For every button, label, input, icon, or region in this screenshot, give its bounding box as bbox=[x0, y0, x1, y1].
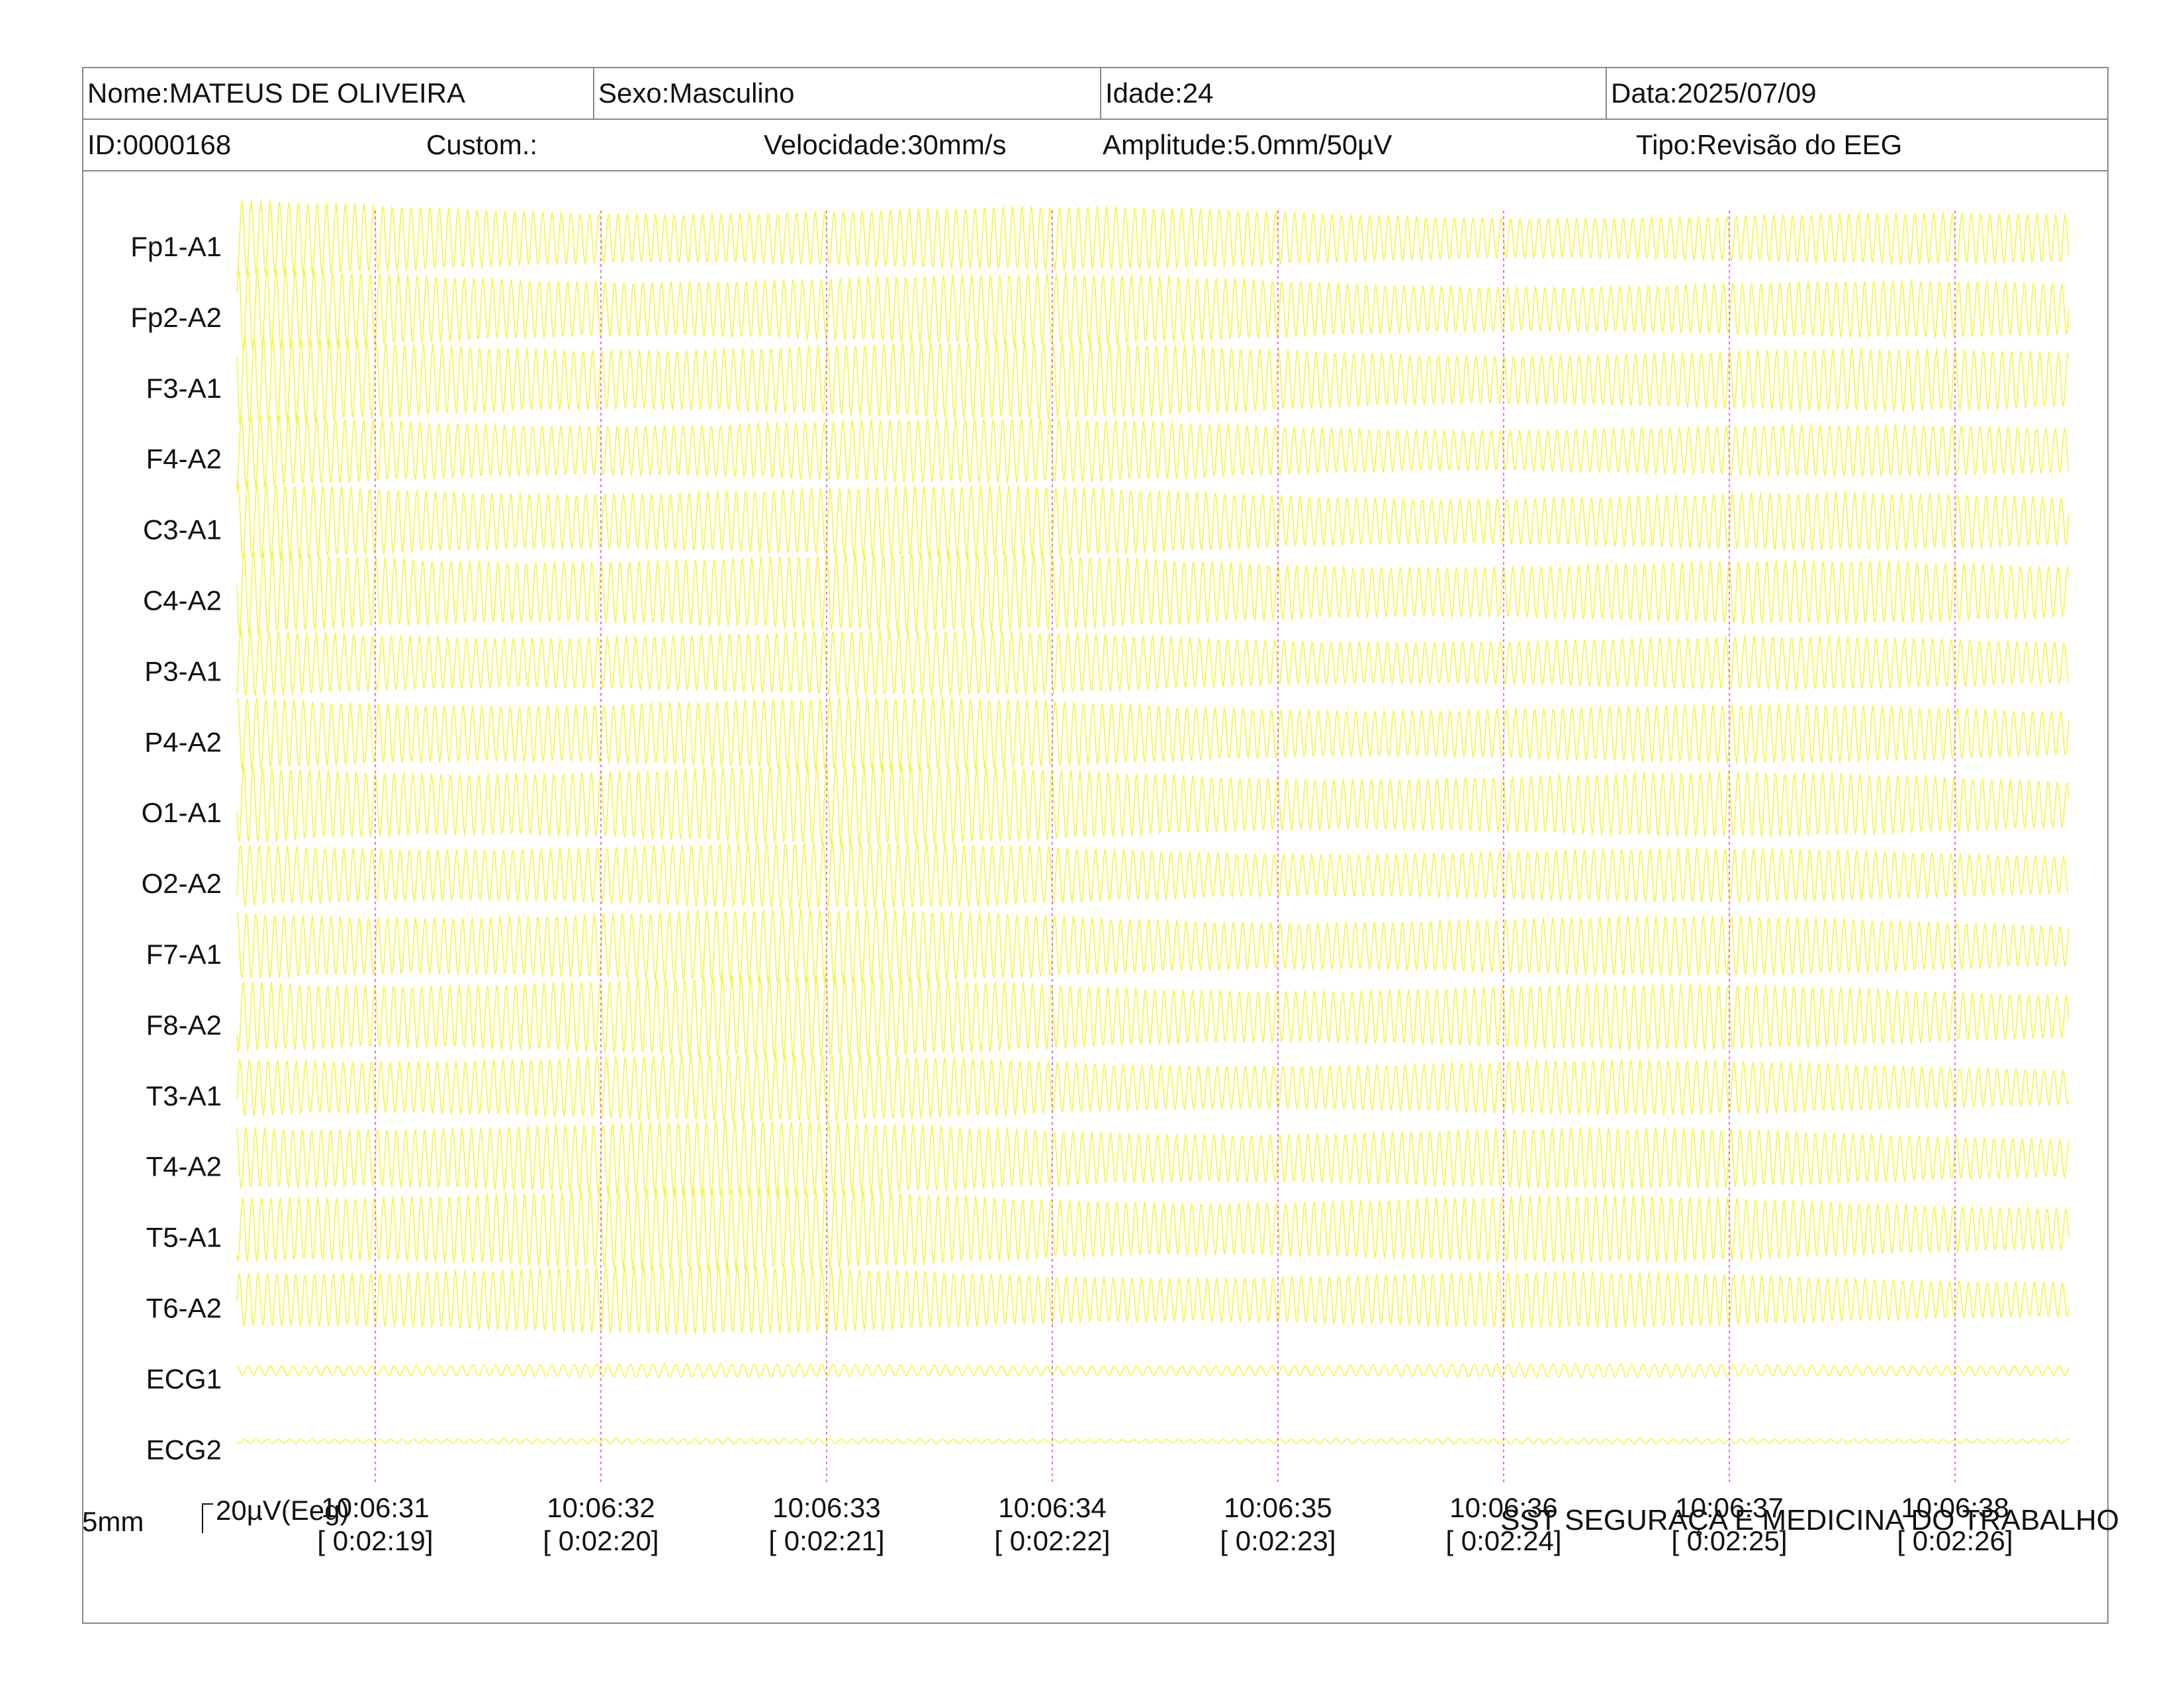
eeg-trace-ecg2 bbox=[236, 1438, 2070, 1445]
channel-label: ECG1 bbox=[146, 1363, 222, 1394]
exam-type: Tipo:Revisão do EEG bbox=[1636, 129, 1903, 160]
eeg-trace-t4-a2 bbox=[236, 1120, 2070, 1197]
eeg-trace-f4-a2 bbox=[236, 414, 2070, 488]
eeg-trace-t5-a1 bbox=[236, 1187, 2070, 1271]
eeg-trace-o1-a1 bbox=[236, 763, 2070, 845]
uv-scale-bracket bbox=[202, 1503, 213, 1533]
channel-label: O2-A2 bbox=[142, 868, 222, 899]
eeg-trace-f3-a1 bbox=[236, 334, 2070, 424]
eeg-report: Nome:MATEUS DE OLIVEIRA Sexo:Masculino I… bbox=[82, 67, 2109, 1624]
custom-field: Custom.: bbox=[426, 129, 538, 160]
channel-label: P4-A2 bbox=[144, 726, 222, 757]
header-row-1: Nome:MATEUS DE OLIVEIRA Sexo:Masculino I… bbox=[83, 68, 2107, 120]
patient-name: Nome:MATEUS DE OLIVEIRA bbox=[87, 77, 466, 109]
elapsed-tick-label: [ 0:02:21] bbox=[768, 1525, 884, 1556]
eeg-trace-c3-a1 bbox=[236, 481, 2070, 560]
elapsed-tick-label: [ 0:02:22] bbox=[994, 1525, 1110, 1556]
eeg-trace-fp1-a1 bbox=[236, 200, 2070, 276]
eeg-trace-o2-a2 bbox=[236, 841, 2070, 909]
channel-label: C4-A2 bbox=[143, 585, 222, 616]
time-tick-label: 10:06:32 bbox=[547, 1492, 655, 1523]
speed-setting: Velocidade:30mm/s bbox=[764, 129, 1007, 160]
elapsed-tick-label: [ 0:02:26] bbox=[1897, 1525, 2013, 1556]
time-tick-label: 10:06:33 bbox=[772, 1492, 881, 1523]
header-row-2: ID:0000168 Custom.: Velocidade:30mm/s Am… bbox=[83, 120, 2107, 171]
company-name: SST SEGURAÇA E MEDICINA DO TRABALHO bbox=[1500, 1504, 2119, 1536]
elapsed-tick-label: [ 0:02:24] bbox=[1445, 1525, 1561, 1556]
exam-date: Data:2025/07/09 bbox=[1611, 77, 1817, 109]
amplitude-setting: Amplitude:5.0mm/50µV bbox=[1103, 129, 1392, 160]
patient-id: ID:0000168 bbox=[87, 129, 232, 160]
divider bbox=[1606, 68, 1607, 118]
channel-label: F8-A2 bbox=[146, 1009, 222, 1041]
channel-label: ECG2 bbox=[146, 1434, 222, 1465]
patient-sex: Sexo:Masculino bbox=[598, 77, 795, 109]
elapsed-tick-label: [ 0:02:23] bbox=[1220, 1525, 1336, 1556]
elapsed-tick-label: [ 0:02:25] bbox=[1671, 1525, 1787, 1556]
channel-label: F7-A1 bbox=[146, 939, 222, 970]
channel-label: F4-A2 bbox=[146, 444, 222, 475]
patient-age: Idade:24 bbox=[1105, 77, 1214, 109]
channel-label: T4-A2 bbox=[146, 1151, 222, 1182]
eeg-trace-c4-a2 bbox=[236, 551, 2070, 635]
divider bbox=[593, 68, 594, 118]
time-tick-label: 10:06:38 bbox=[1901, 1492, 2009, 1523]
time-tick-label: 10:06:37 bbox=[1675, 1492, 1784, 1523]
eeg-trace-t3-a1 bbox=[236, 1053, 2070, 1122]
eeg-trace-t6-a2 bbox=[236, 1264, 2070, 1335]
eeg-trace-fp2-a2 bbox=[236, 268, 2070, 351]
channel-label: T5-A1 bbox=[146, 1222, 222, 1253]
elapsed-tick-label: [ 0:02:20] bbox=[543, 1525, 659, 1556]
eeg-trace-ecg1 bbox=[236, 1363, 2070, 1378]
eeg-trace-f7-a1 bbox=[236, 908, 2070, 984]
channel-label: O1-A1 bbox=[142, 797, 222, 828]
eeg-trace-p4-a2 bbox=[236, 696, 2070, 771]
channel-label: Fp2-A2 bbox=[130, 302, 222, 333]
time-tick-label: 10:06:36 bbox=[1449, 1492, 1558, 1523]
eeg-trace-p3-a1 bbox=[236, 628, 2070, 697]
eeg-trace-f8-a2 bbox=[236, 975, 2070, 1058]
channel-label: Fp1-A1 bbox=[130, 231, 222, 262]
channel-label: C3-A1 bbox=[143, 514, 222, 545]
elapsed-tick-label: [ 0:02:19] bbox=[317, 1525, 433, 1556]
channel-label: F3-A1 bbox=[146, 373, 222, 404]
divider bbox=[1100, 68, 1101, 118]
channel-label: P3-A1 bbox=[144, 655, 222, 686]
time-tick-label: 10:06:35 bbox=[1224, 1492, 1332, 1523]
channel-label: T3-A1 bbox=[146, 1080, 222, 1111]
channel-label: T6-A2 bbox=[146, 1293, 222, 1324]
scale-uv-label: 20µV(Eeg) bbox=[216, 1495, 349, 1526]
time-tick-label: 10:06:34 bbox=[998, 1492, 1107, 1523]
scale-mm-label: 5mm bbox=[82, 1506, 144, 1537]
time-tick-label: 10:06:31 bbox=[321, 1492, 430, 1523]
